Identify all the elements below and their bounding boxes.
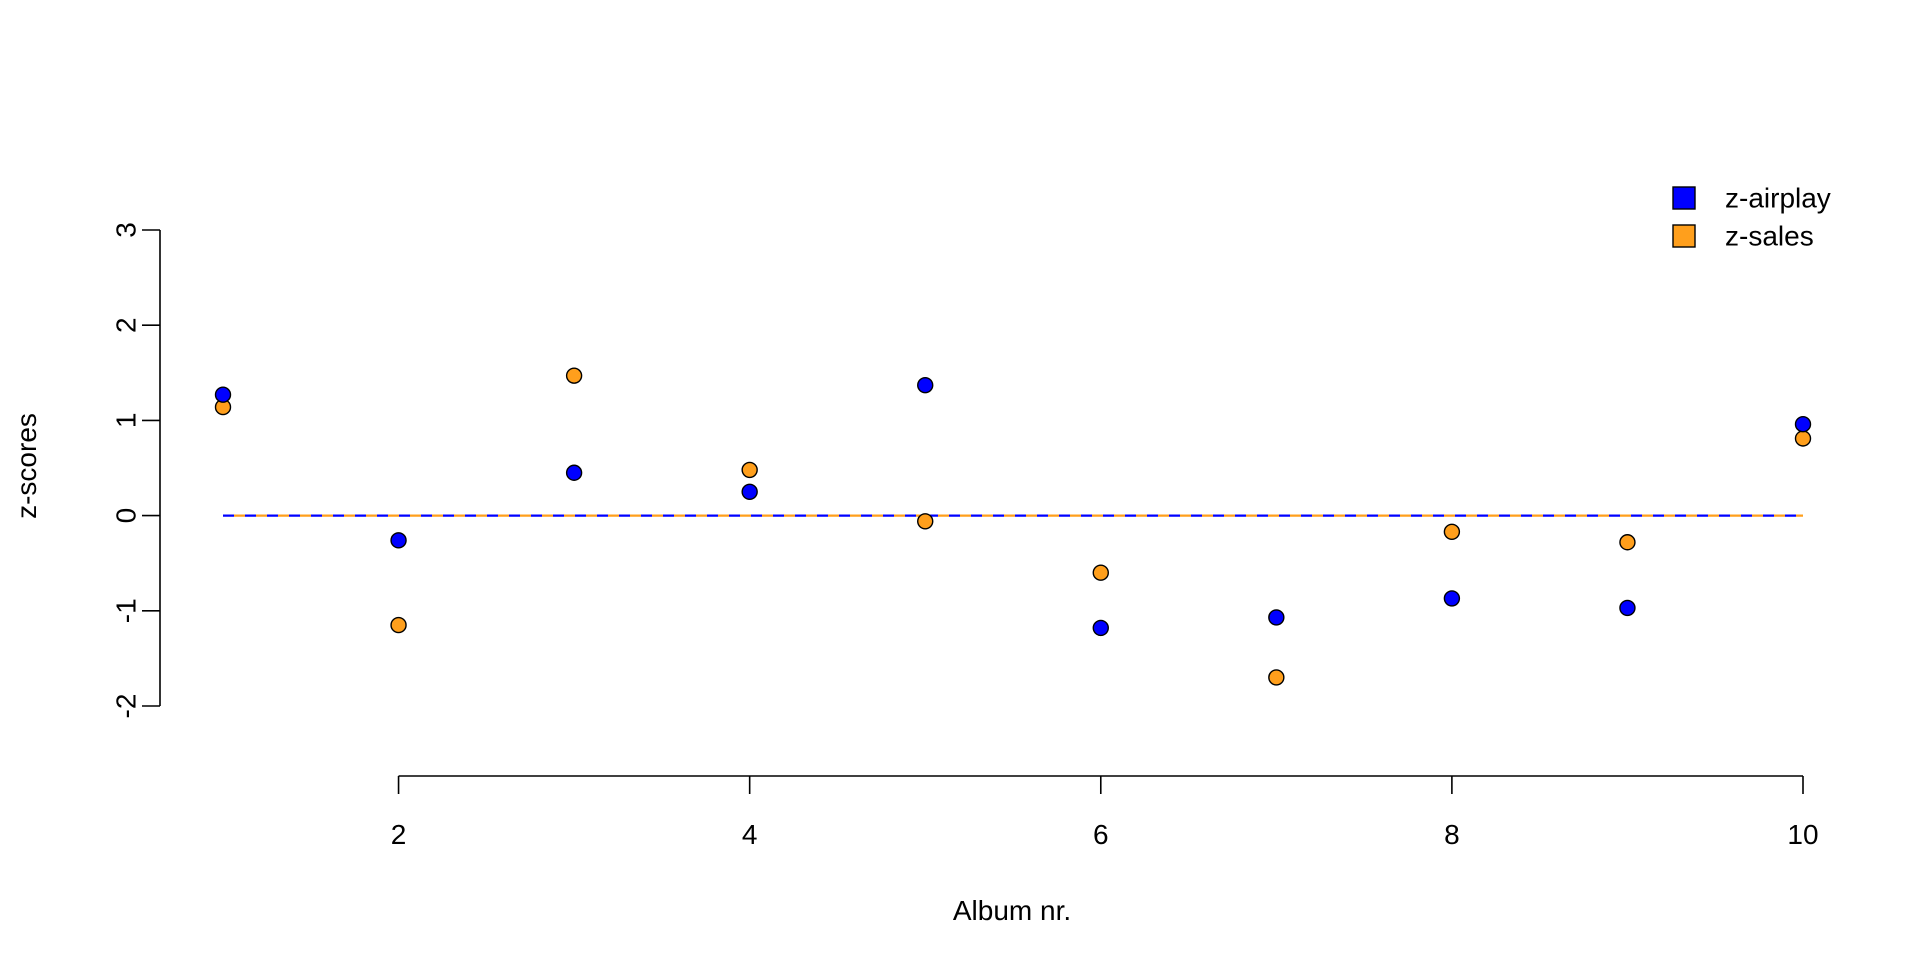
- point-z-airplay-album-7: [1268, 609, 1285, 626]
- x-axis: 2 4 6 8 10: [391, 775, 1819, 850]
- point-z-airplay-album-8: [1443, 590, 1461, 607]
- y-axis: -2 -1 0 1 2 3: [111, 222, 161, 718]
- y-axis-title: z-scores: [11, 413, 42, 519]
- point-z-sales-album-10: [1794, 430, 1812, 447]
- point-z-sales-album-8: [1443, 523, 1461, 540]
- legend: z-airplay z-sales: [1672, 183, 1831, 252]
- x-tick-label: 2: [391, 819, 407, 850]
- y-tick-label: 0: [111, 508, 142, 524]
- x-tick-label: 10: [1787, 819, 1818, 850]
- x-tick-label: 4: [742, 819, 758, 850]
- x-tick-label: 6: [1093, 819, 1109, 850]
- legend-label-z-airplay: z-airplay: [1725, 183, 1831, 214]
- legend-swatch-z-sales: [1672, 224, 1696, 248]
- point-z-airplay-album-2: [390, 532, 407, 549]
- point-z-sales-album-2: [390, 616, 407, 634]
- x-axis-title: Album nr.: [953, 895, 1071, 926]
- point-z-sales-album-6: [1092, 564, 1109, 581]
- point-z-airplay-album-5: [917, 376, 934, 394]
- y-tick-label: 3: [111, 222, 142, 238]
- data-points: [214, 367, 1812, 686]
- point-z-sales-album-4: [741, 461, 758, 479]
- legend-label-z-sales: z-sales: [1725, 221, 1814, 252]
- point-z-airplay-album-10: [1794, 416, 1812, 433]
- point-z-sales-album-7: [1268, 669, 1285, 686]
- point-z-airplay-album-3: [565, 464, 583, 481]
- point-z-airplay-album-1: [214, 386, 232, 403]
- point-z-sales-album-3: [565, 367, 583, 384]
- point-z-sales-album-5: [917, 513, 934, 530]
- x-tick-label: 8: [1444, 819, 1460, 850]
- y-tick-label: -1: [111, 598, 142, 623]
- point-z-airplay-album-9: [1619, 599, 1636, 617]
- point-z-sales-album-9: [1619, 534, 1636, 551]
- legend-swatch-z-airplay: [1672, 186, 1696, 210]
- point-z-airplay-album-6: [1092, 619, 1109, 637]
- point-z-airplay-album-4: [741, 483, 758, 500]
- y-tick-label: -2: [111, 694, 142, 719]
- y-tick-label: 2: [111, 317, 142, 333]
- y-tick-label: 1: [111, 413, 142, 429]
